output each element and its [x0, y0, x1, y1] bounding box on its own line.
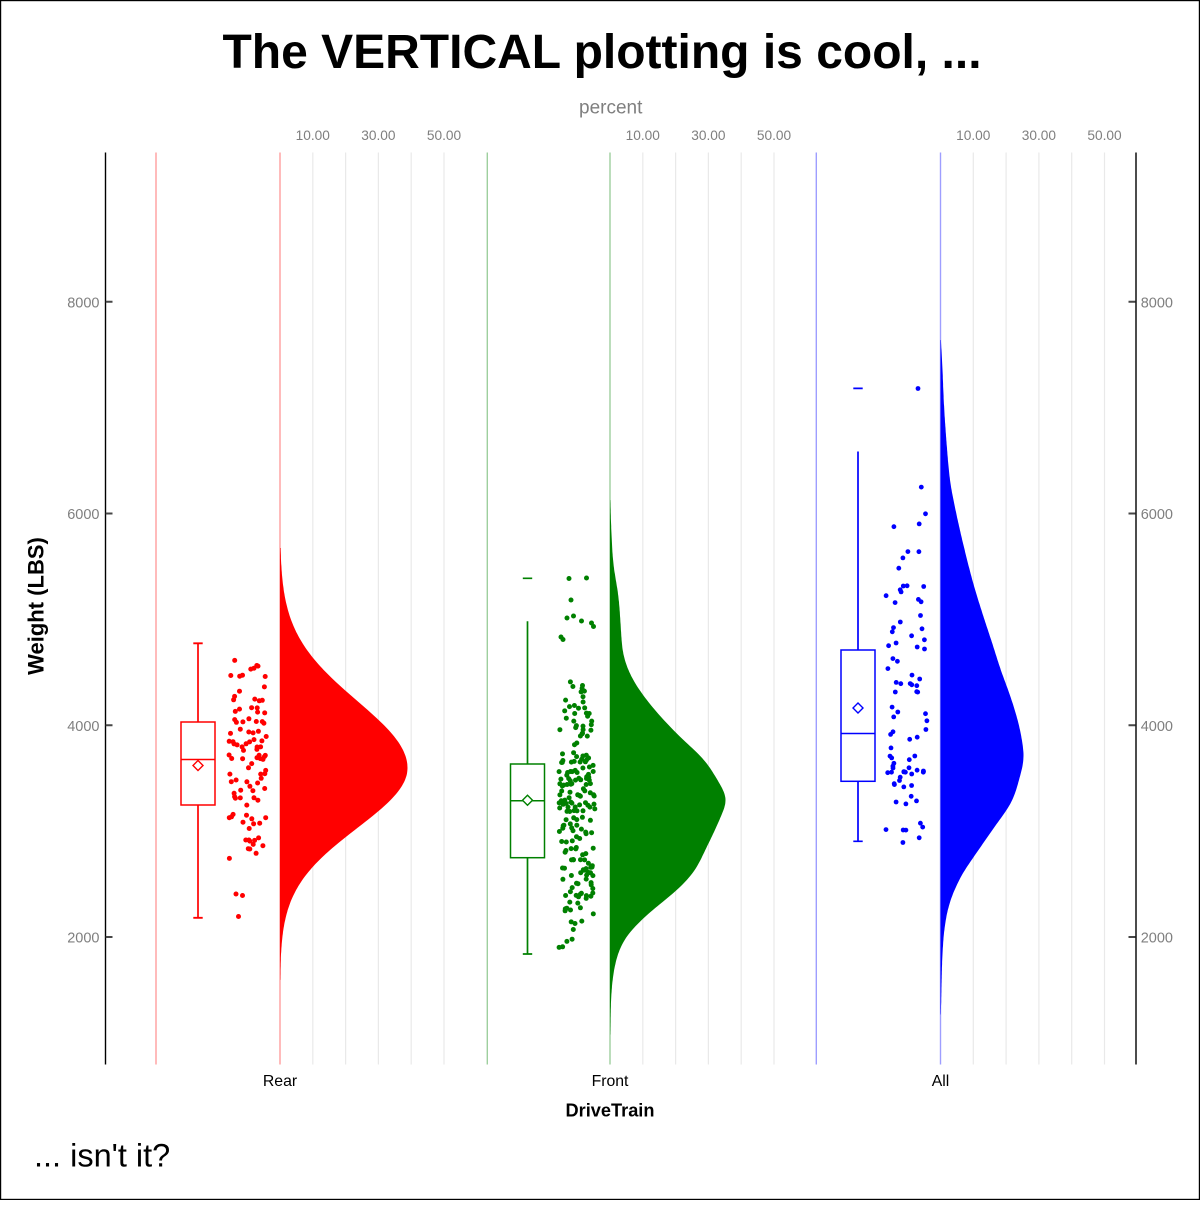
svg-text:30.00: 30.00	[691, 128, 726, 143]
svg-text:8000: 8000	[67, 295, 99, 311]
svg-text:Weight (LBS): Weight (LBS)	[24, 537, 49, 675]
svg-text:50.00: 50.00	[757, 128, 792, 143]
svg-text:8000: 8000	[1141, 295, 1173, 311]
svg-text:Rear: Rear	[263, 1073, 297, 1090]
svg-text:50.00: 50.00	[1087, 128, 1122, 143]
svg-text:2000: 2000	[67, 931, 99, 947]
svg-text:The VERTICAL plotting is cool,: The VERTICAL plotting is cool, ...	[222, 26, 981, 79]
svg-text:30.00: 30.00	[1022, 128, 1057, 143]
svg-text:10.00: 10.00	[296, 128, 331, 143]
svg-text:50.00: 50.00	[427, 128, 462, 143]
svg-text:All: All	[932, 1073, 950, 1090]
svg-text:2000: 2000	[1141, 931, 1173, 947]
svg-text:6000: 6000	[67, 507, 99, 523]
svg-text:... isn't it?: ... isn't it?	[34, 1138, 170, 1174]
svg-text:30.00: 30.00	[361, 128, 396, 143]
svg-text:4000: 4000	[1141, 719, 1173, 735]
svg-text:DriveTrain: DriveTrain	[566, 1101, 655, 1121]
svg-text:percent: percent	[579, 98, 643, 119]
svg-text:10.00: 10.00	[956, 128, 991, 143]
svg-text:10.00: 10.00	[626, 128, 661, 143]
svg-text:4000: 4000	[67, 719, 99, 735]
svg-text:6000: 6000	[1141, 507, 1173, 523]
svg-text:Front: Front	[592, 1073, 629, 1090]
